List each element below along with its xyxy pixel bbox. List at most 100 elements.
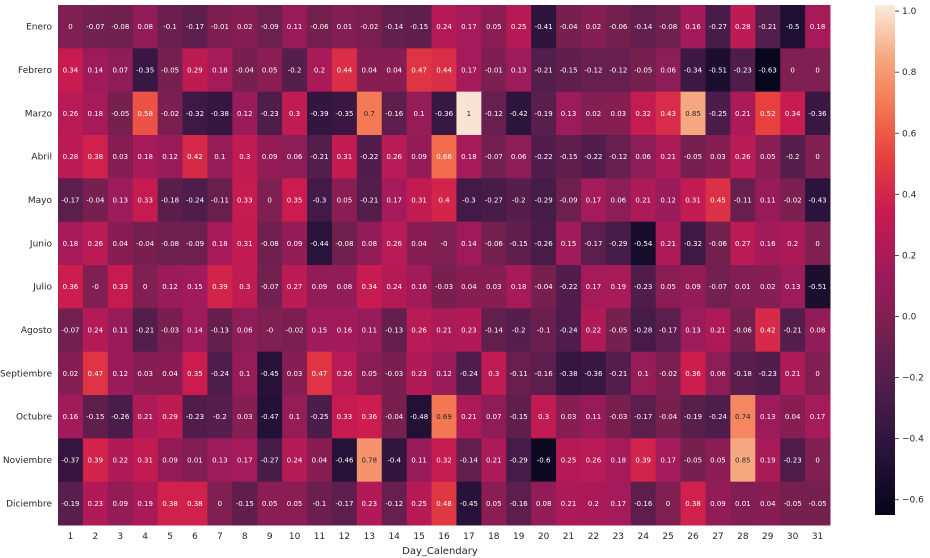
heatmap-cell-label: -0.18: [734, 370, 752, 378]
heatmap-cell-label: -0.35: [335, 110, 353, 118]
heatmap-cell-label: 0.45: [710, 197, 726, 205]
heatmap-cell: [531, 135, 557, 179]
heatmap-cell-label: 0.26: [337, 370, 353, 378]
heatmap-cell: [356, 395, 383, 439]
heatmap-cell: [456, 308, 482, 353]
heatmap-cell: [406, 308, 433, 353]
heatmap-cell: [406, 221, 433, 266]
heatmap-cell: [157, 265, 184, 309]
heatmap-cell: [431, 5, 457, 49]
heatmap-cell-label: -0.06: [485, 240, 504, 248]
heatmap-cell-label: -0.13: [211, 327, 229, 335]
heatmap-cell: [406, 395, 433, 439]
heatmap-cell-label: 0.11: [287, 23, 303, 31]
heatmap-cell-label: 0.09: [710, 500, 726, 508]
heatmap-cell-label: 0.14: [187, 327, 203, 335]
heatmap-cell-label: 0.52: [760, 110, 776, 118]
heatmap-cell: [506, 308, 532, 353]
heatmap-cell-label: -0.02: [784, 197, 802, 205]
heatmap-cell-label: -0.2: [288, 67, 302, 75]
heatmap-cell-label: 0.31: [237, 240, 253, 248]
heatmap-cell: [605, 91, 632, 136]
heatmap-cell-label: 0.06: [287, 153, 303, 161]
heatmap-cell-label: -0.03: [435, 283, 453, 291]
heatmap-cell: [132, 481, 159, 526]
heatmap-cell: [307, 438, 333, 483]
heatmap-cell-label: 0.13: [785, 283, 801, 291]
heatmap-cell: [107, 438, 134, 483]
heatmap-cell-label: -0.23: [759, 370, 777, 378]
heatmap-cell-label: -0.01: [485, 67, 503, 75]
heatmap-cell: [58, 178, 84, 223]
heatmap-cell: [182, 481, 208, 526]
heatmap-cell-label: 0.47: [312, 370, 328, 378]
heatmap-cell-label: -0.05: [634, 67, 652, 75]
heatmap-cell: [705, 48, 731, 93]
colorbar: [875, 5, 895, 515]
heatmap-cell: [132, 48, 159, 93]
y-tick-label: Diciembre: [6, 499, 52, 509]
heatmap-cell-label: 0.17: [586, 283, 602, 291]
heatmap-cell: [506, 438, 532, 483]
heatmap-cell: [207, 178, 233, 223]
heatmap-cell-label: -0.14: [385, 23, 404, 31]
heatmap-cell: [680, 351, 706, 396]
x-tick-label: 9: [267, 532, 273, 542]
heatmap-cell-label: 0.34: [63, 67, 79, 75]
heatmap-cell-label: -0.43: [808, 197, 826, 205]
heatmap-cell: [107, 91, 134, 136]
x-tick-label: 4: [142, 532, 148, 542]
heatmap-cell: [456, 178, 482, 223]
heatmap-cell-label: 0.34: [785, 110, 801, 118]
heatmap-cell: [755, 351, 781, 396]
y-tick-label: Junio: [29, 239, 53, 249]
heatmap-cell-label: -0.24: [186, 197, 205, 205]
heatmap-cell: [630, 5, 657, 49]
heatmap-cell-label: 0.24: [386, 283, 402, 291]
heatmap-cell-label: -0.35: [136, 67, 154, 75]
heatmap-cell: [331, 481, 358, 526]
heatmap-cell-label: 0.38: [685, 500, 701, 508]
heatmap-cell: [207, 438, 233, 483]
heatmap-cell: [780, 48, 806, 93]
heatmap-cell-label: 0.11: [411, 457, 427, 465]
heatmap-cell-label: -0.25: [709, 110, 727, 118]
heatmap-cell: [232, 265, 258, 309]
heatmap-cell-label: -0: [441, 240, 448, 248]
colorbar-tick-label: 0.0: [902, 313, 917, 323]
heatmap-cell-label: -0.29: [510, 457, 528, 465]
heatmap-cell-label: 0.32: [635, 110, 651, 118]
heatmap-cell: [755, 5, 781, 49]
heatmap-cell-label: -0.22: [360, 153, 378, 161]
heatmap-cell: [730, 178, 756, 223]
heatmap-cell: [356, 221, 383, 266]
heatmap-cell: [531, 221, 557, 266]
heatmap-cell-label: 0.02: [63, 370, 79, 378]
heatmap-cell-label: 0.16: [337, 327, 353, 335]
heatmap-cell-label: 0.01: [337, 23, 353, 31]
x-tick-label: 22: [588, 532, 599, 542]
heatmap-cell-label: -0.07: [61, 327, 79, 335]
heatmap-cell: [381, 48, 408, 93]
heatmap-cell-label: 0.06: [635, 153, 651, 161]
heatmap-cell-label: 0.18: [511, 283, 527, 291]
heatmap-cell: [680, 221, 706, 266]
colorbar-tick-label: 0.6: [902, 129, 917, 139]
heatmap-cell-label: 0.22: [586, 327, 602, 335]
heatmap-cell-label: -0.2: [512, 327, 526, 335]
heatmap-cell-label: -0.29: [535, 197, 553, 205]
heatmap-cell: [282, 481, 308, 526]
x-tick-label: 11: [314, 532, 325, 542]
heatmap-cell: [257, 308, 283, 353]
heatmap-cell-label: 0.05: [660, 283, 676, 291]
heatmap-cell: [356, 481, 383, 526]
heatmap-cell-label: 0.01: [187, 457, 203, 465]
heatmap-cell-label: 0: [790, 67, 794, 75]
heatmap-cell: [406, 91, 433, 136]
heatmap-cell-label: 0.33: [237, 197, 253, 205]
y-axis-tick-labels: Enero Febrero Marzo Abril Mayo Junio Julio Agos…: [0, 23, 52, 510]
x-tick-label: 3: [117, 532, 123, 542]
colorbar-tick-label: 1.0: [902, 7, 917, 17]
heatmap-cell: [630, 221, 657, 266]
heatmap-cell-label: 0.42: [187, 153, 203, 161]
